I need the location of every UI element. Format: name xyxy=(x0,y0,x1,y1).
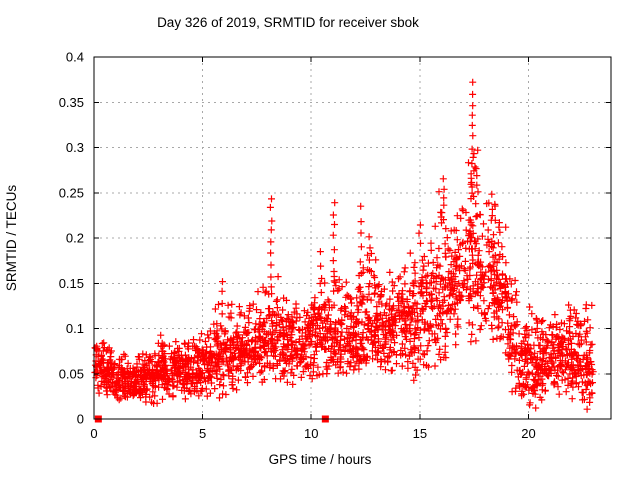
y-tick-label: 0.3 xyxy=(66,140,84,155)
x-tick-label: 5 xyxy=(199,426,206,441)
y-tick-label: 0.05 xyxy=(59,366,84,381)
y-axis-label: SRMTID / TECUs xyxy=(4,185,19,292)
x-tick-label: 15 xyxy=(413,426,427,441)
scatter-points xyxy=(91,78,597,413)
x-tick-label: 10 xyxy=(304,426,318,441)
grid-lines xyxy=(94,57,611,419)
x-tick-labels: 0 5 10 15 20 xyxy=(90,426,535,441)
y-tick-label: 0.25 xyxy=(59,185,84,200)
x-axis-label: GPS time / hours xyxy=(269,452,372,467)
axis-ticks xyxy=(93,56,611,420)
y-tick-label: 0.4 xyxy=(66,50,84,65)
y-tick-label: 0.1 xyxy=(66,321,84,336)
y-tick-label: 0.15 xyxy=(59,276,84,291)
y-tick-labels: 0 0.05 0.1 0.15 0.2 0.25 0.3 0.35 0.4 xyxy=(59,50,84,427)
x-tick-label: 0 xyxy=(90,426,97,441)
y-tick-label: 0.35 xyxy=(59,95,84,110)
y-tick-label: 0 xyxy=(77,412,84,427)
y-tick-label: 0.2 xyxy=(66,231,84,246)
x-tick-label: 20 xyxy=(521,426,535,441)
chart-title: Day 326 of 2019, SRMTID for receiver sbo… xyxy=(157,15,419,30)
